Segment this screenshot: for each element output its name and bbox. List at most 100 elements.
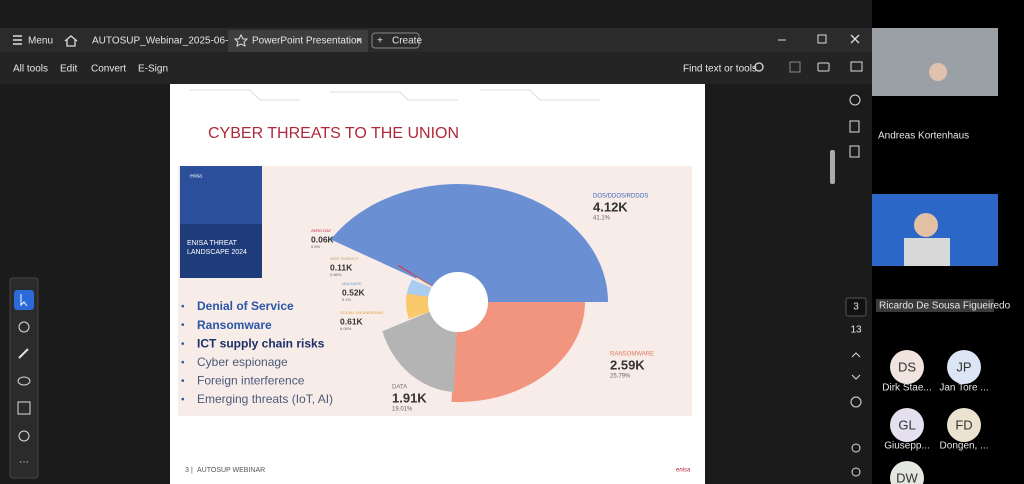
- slice-share: 25.79%: [610, 374, 631, 380]
- create-plus: +: [377, 36, 383, 47]
- slice-name: RANSOMWARE: [610, 352, 654, 358]
- toolbar-item[interactable]: Edit: [60, 64, 77, 75]
- avatar[interactable]: [947, 408, 981, 442]
- toolbar-item[interactable]: All tools: [13, 64, 48, 75]
- current-page: 3: [853, 302, 859, 313]
- print-icon[interactable]: [817, 62, 830, 72]
- active-tab-bg[interactable]: [228, 30, 368, 52]
- donut-segment: [406, 292, 430, 319]
- bullet-dot: •: [181, 357, 185, 368]
- create-button[interactable]: [371, 32, 420, 49]
- slice-name: WEB THREATS: [330, 256, 359, 261]
- participant-name: Andreas Kortenhaus: [878, 131, 969, 142]
- slice-share: 6.06%: [340, 326, 352, 331]
- donut-segment: [397, 264, 433, 287]
- document-tab[interactable]: AUTOSUP_Webinar_2025-06-1...: [92, 36, 242, 47]
- slice-name: DATA: [392, 385, 407, 391]
- avatar-initials: FD: [955, 417, 972, 432]
- menu-icon: [13, 35, 22, 45]
- slice-share: 5.1%: [342, 297, 352, 302]
- page-arrows[interactable]: [851, 352, 861, 380]
- comment-tool[interactable]: [18, 321, 30, 333]
- select-tool[interactable]: [14, 290, 34, 310]
- slice-share: 19.01%: [392, 407, 413, 413]
- search-icon[interactable]: [754, 62, 764, 72]
- bullet-text: Cyber espionage: [197, 355, 288, 369]
- avatar-initials: DS: [898, 359, 916, 374]
- name-badge: [876, 299, 994, 312]
- zoom-out[interactable]: [851, 467, 861, 477]
- rail-icon-comment[interactable]: [849, 94, 861, 106]
- video-tile-1[interactable]: [872, 28, 998, 96]
- active-tab-title: PowerPoint Presentation: [252, 36, 362, 47]
- rail-icon-rotate[interactable]: [850, 396, 862, 408]
- slice-name: MALWARE: [342, 281, 362, 286]
- slice-share: 0.6%: [311, 244, 321, 249]
- participant-name: Dirk Stae...: [882, 383, 931, 394]
- total-pages: 13: [850, 325, 862, 336]
- save-icon[interactable]: [789, 61, 801, 73]
- person-2-body: [904, 238, 950, 266]
- pen-tool[interactable]: [18, 348, 29, 359]
- text-tool[interactable]: [17, 401, 31, 415]
- rail-icon-pages[interactable]: [849, 145, 860, 158]
- cover-art: [180, 166, 262, 224]
- participant-name: Dongen, ...: [940, 441, 989, 452]
- cover-line1: ENISA THREAT: [187, 240, 238, 247]
- avatar[interactable]: [947, 350, 981, 384]
- donut-hole: [428, 272, 488, 332]
- donut-segment: [406, 279, 432, 297]
- toolbar-item[interactable]: Convert: [91, 64, 126, 75]
- tool-palette: [9, 277, 39, 479]
- person-2: [914, 213, 938, 237]
- bullet-text: Foreign interference: [197, 374, 305, 388]
- bullet-dot: •: [181, 320, 185, 331]
- close-window[interactable]: [850, 34, 860, 44]
- avatar-initials: JP: [956, 359, 971, 374]
- slice-share: 41.1%: [593, 216, 611, 222]
- search-label[interactable]: Find text or tools: [683, 64, 757, 75]
- lasso-tool[interactable]: [17, 376, 31, 386]
- footer-page: 3: [185, 467, 189, 474]
- toolbar: [0, 52, 872, 84]
- toolbar-item[interactable]: E-Sign: [138, 64, 168, 75]
- bullet-text: Ransomware: [197, 318, 272, 332]
- donut-segment: [330, 184, 608, 302]
- zoom-in[interactable]: [851, 443, 861, 453]
- avatar[interactable]: [890, 461, 924, 484]
- close-tab[interactable]: ×: [356, 36, 362, 47]
- participant-name: Jan Tore ...: [939, 383, 988, 394]
- slice-value: 0.11K: [330, 262, 353, 272]
- participant-name: Ricardo De Sousa Figueiredo: [879, 301, 1011, 312]
- tab-bar: [0, 28, 872, 52]
- bullet-dot: •: [181, 395, 185, 406]
- footer-label: AUTOSUP WEBINAR: [197, 467, 265, 474]
- mail-icon[interactable]: [850, 61, 863, 72]
- avatar-initials: DW: [896, 470, 918, 484]
- slice-name: ZERO DAY: [311, 228, 331, 233]
- home-icon[interactable]: [64, 35, 78, 47]
- donut-segment: [415, 277, 433, 288]
- star-icon[interactable]: [233, 33, 249, 47]
- slice-value: 0.06K: [311, 234, 335, 244]
- avatar[interactable]: [890, 350, 924, 384]
- rail-icon-bookmark[interactable]: [849, 120, 860, 133]
- restore[interactable]: [817, 34, 827, 44]
- avatar[interactable]: [890, 408, 924, 442]
- cover-logo: enisa: [190, 173, 202, 179]
- menu-button[interactable]: Menu: [13, 35, 53, 47]
- person-1: [929, 63, 947, 81]
- bullet-dot: •: [181, 302, 185, 313]
- slice-share: 0.86%: [330, 272, 342, 277]
- avatar-initials: GL: [898, 417, 915, 432]
- create-label: Create: [392, 36, 422, 47]
- page-box[interactable]: [845, 297, 867, 317]
- more-tools[interactable]: ···: [19, 457, 29, 468]
- scrollbar-thumb[interactable]: [830, 150, 835, 184]
- donut-segment: [382, 311, 457, 392]
- cover-line2: LANDSCAPE 2024: [187, 249, 247, 256]
- sign-tool[interactable]: [18, 430, 30, 442]
- slice-value: 0.61K: [340, 316, 364, 326]
